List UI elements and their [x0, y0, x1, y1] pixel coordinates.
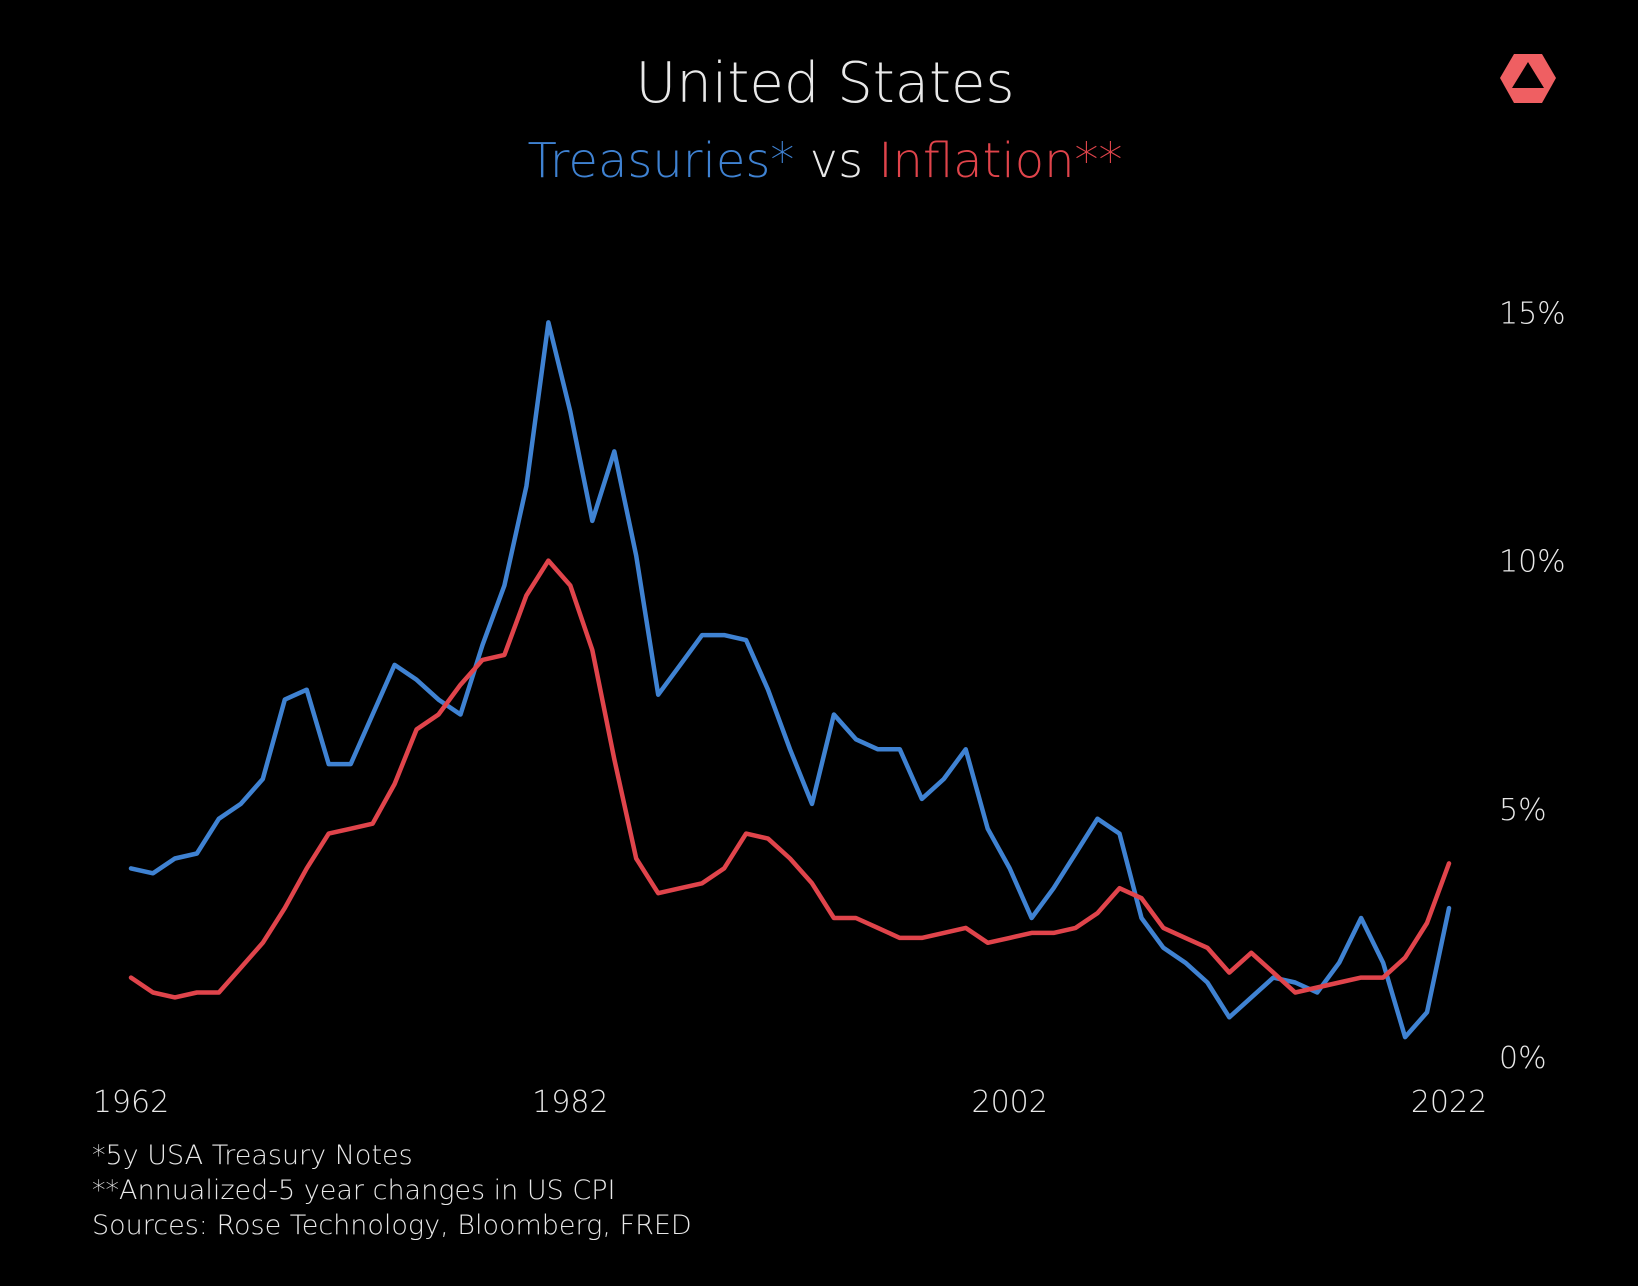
chart-title: United States	[635, 51, 1014, 116]
subtitle-part: Treasuries*	[527, 133, 794, 189]
y-tick-label: 5%	[1499, 793, 1547, 828]
x-tick-label: 2002	[971, 1085, 1047, 1120]
footnote: *5y USA Treasury Notes	[92, 1140, 413, 1171]
logo	[1500, 54, 1556, 103]
y-tick-label: 0%	[1499, 1041, 1547, 1076]
footnote: **Annualized-5 year changes in US CPI	[92, 1175, 615, 1206]
y-tick-label: 10%	[1499, 545, 1566, 580]
y-tick-label: 15%	[1499, 296, 1566, 331]
logo-cut	[1512, 62, 1544, 88]
subtitle-part: Inflation**	[878, 133, 1122, 189]
x-tick-label: 1962	[93, 1085, 169, 1120]
footnote: Sources: Rose Technology, Bloomberg, FRE…	[92, 1210, 692, 1241]
series-line	[128, 558, 1452, 1000]
subtitle-part: vs	[810, 133, 863, 189]
x-tick-label: 2022	[1411, 1085, 1487, 1120]
chart-subtitle: Treasuries* vs Inflation**	[527, 133, 1122, 189]
series-line	[128, 320, 1452, 1040]
x-tick-label: 1982	[532, 1085, 608, 1120]
